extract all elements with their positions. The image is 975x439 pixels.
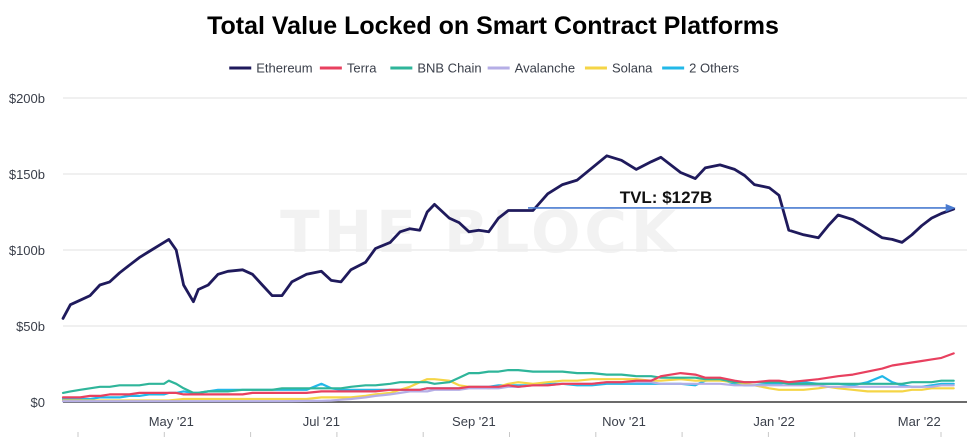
legend: Ethereum Terra BNB Chain Avalanche Solana 2 O…: [229, 61, 740, 76]
series-line-avalanche: [61, 381, 955, 403]
series-line-bnb-chain: [61, 369, 955, 394]
annotation-label: TVL: $127B: [620, 188, 713, 207]
y-axis: $0 $50b $100b $150b $200b: [9, 91, 45, 410]
legend-label: Ethereum: [256, 61, 312, 76]
x-tick-label: May '21: [149, 414, 194, 429]
y-tick-label: $50b: [16, 319, 45, 334]
series-line-ethereum: [61, 154, 956, 320]
watermark: THE BLOCK: [280, 198, 680, 266]
series-lines: [61, 154, 956, 403]
x-tick-label: Jul '21: [303, 414, 340, 429]
y-tick-label: $0: [31, 395, 45, 410]
legend-item[interactable]: Terra: [319, 61, 377, 76]
legend-label: Terra: [347, 61, 377, 76]
legend-label: BNB Chain: [417, 61, 481, 76]
gridlines: [63, 97, 967, 327]
x-tick-label: Sep '21: [452, 414, 496, 429]
y-tick-label: $150b: [9, 167, 45, 182]
legend-item[interactable]: BNB Chain: [390, 61, 482, 76]
legend-label: Solana: [612, 61, 653, 76]
chart-title: Total Value Locked on Smart Contract Pla…: [207, 12, 779, 40]
x-tick-label: Jan '22: [753, 414, 795, 429]
legend-label: 2 Others: [689, 61, 739, 76]
x-tick-label: Nov '21: [602, 414, 646, 429]
legend-item[interactable]: Avalanche: [487, 61, 575, 76]
series-line-terra: [61, 352, 955, 399]
x-tick-label: Mar '22: [898, 414, 941, 429]
y-tick-label: $100b: [9, 243, 45, 258]
y-tick-label: $200b: [9, 91, 45, 106]
legend-item[interactable]: 2 Others: [662, 61, 740, 76]
legend-item[interactable]: Solana: [584, 61, 653, 76]
annotation: TVL: $127B: [528, 188, 956, 212]
x-axis: May '21 Jul '21 Sep '21 Nov '21 Jan '22 Mar '…: [63, 401, 967, 437]
legend-item[interactable]: Ethereum: [229, 61, 313, 76]
series-line-solana: [61, 378, 955, 402]
legend-label: Avalanche: [515, 61, 575, 76]
